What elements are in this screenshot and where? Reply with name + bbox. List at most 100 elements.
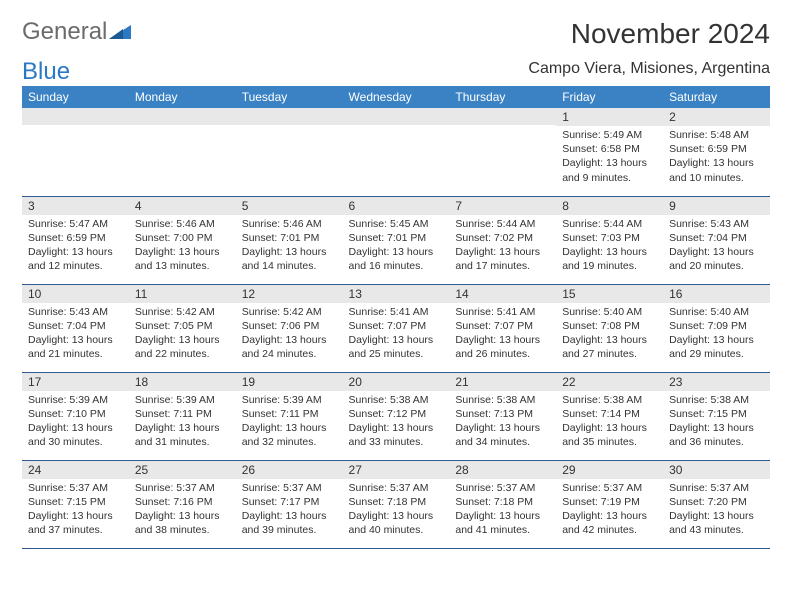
day-content: Sunrise: 5:39 AMSunset: 7:10 PMDaylight:… xyxy=(22,391,129,456)
day-content: Sunrise: 5:38 AMSunset: 7:15 PMDaylight:… xyxy=(663,391,770,456)
calendar-day-cell: 11Sunrise: 5:42 AMSunset: 7:05 PMDayligh… xyxy=(129,284,236,372)
calendar-day-cell: 22Sunrise: 5:38 AMSunset: 7:14 PMDayligh… xyxy=(556,372,663,460)
day-content: Sunrise: 5:37 AMSunset: 7:17 PMDaylight:… xyxy=(236,479,343,544)
day-content: Sunrise: 5:37 AMSunset: 7:20 PMDaylight:… xyxy=(663,479,770,544)
day-number: 12 xyxy=(236,285,343,303)
day-content: Sunrise: 5:43 AMSunset: 7:04 PMDaylight:… xyxy=(663,215,770,280)
brand-logo-line2: Blue xyxy=(22,58,70,86)
daylight-text: Daylight: 13 hours and 42 minutes. xyxy=(562,509,657,537)
day-content: Sunrise: 5:39 AMSunset: 7:11 PMDaylight:… xyxy=(236,391,343,456)
day-number: 27 xyxy=(343,461,450,479)
day-content: Sunrise: 5:40 AMSunset: 7:09 PMDaylight:… xyxy=(663,303,770,368)
calendar-day-cell: 18Sunrise: 5:39 AMSunset: 7:11 PMDayligh… xyxy=(129,372,236,460)
day-number: 16 xyxy=(663,285,770,303)
calendar-day-cell: 25Sunrise: 5:37 AMSunset: 7:16 PMDayligh… xyxy=(129,460,236,548)
daylight-text: Daylight: 13 hours and 13 minutes. xyxy=(135,245,230,273)
day-content: Sunrise: 5:42 AMSunset: 7:05 PMDaylight:… xyxy=(129,303,236,368)
calendar-day-cell xyxy=(22,108,129,196)
day-content: Sunrise: 5:38 AMSunset: 7:12 PMDaylight:… xyxy=(343,391,450,456)
day-content: Sunrise: 5:38 AMSunset: 7:14 PMDaylight:… xyxy=(556,391,663,456)
daylight-text: Daylight: 13 hours and 35 minutes. xyxy=(562,421,657,449)
daylight-text: Daylight: 13 hours and 10 minutes. xyxy=(669,156,764,184)
sunset-text: Sunset: 7:10 PM xyxy=(28,407,123,421)
day-number: 11 xyxy=(129,285,236,303)
sunset-text: Sunset: 6:59 PM xyxy=(28,231,123,245)
day-content xyxy=(129,125,236,133)
day-number: 2 xyxy=(663,108,770,126)
brand-part2: Blue xyxy=(22,58,70,86)
calendar-day-cell: 14Sunrise: 5:41 AMSunset: 7:07 PMDayligh… xyxy=(449,284,556,372)
calendar-table: Sunday Monday Tuesday Wednesday Thursday… xyxy=(22,86,770,549)
calendar-day-cell: 7Sunrise: 5:44 AMSunset: 7:02 PMDaylight… xyxy=(449,196,556,284)
day-content xyxy=(22,125,129,133)
sunrise-text: Sunrise: 5:45 AM xyxy=(349,217,444,231)
day-number xyxy=(22,108,129,125)
sunset-text: Sunset: 7:16 PM xyxy=(135,495,230,509)
sunset-text: Sunset: 7:17 PM xyxy=(242,495,337,509)
sunrise-text: Sunrise: 5:37 AM xyxy=(242,481,337,495)
sunset-text: Sunset: 7:08 PM xyxy=(562,319,657,333)
day-number: 10 xyxy=(22,285,129,303)
day-number: 3 xyxy=(22,197,129,215)
sunrise-text: Sunrise: 5:37 AM xyxy=(455,481,550,495)
sunrise-text: Sunrise: 5:37 AM xyxy=(349,481,444,495)
sunrise-text: Sunrise: 5:46 AM xyxy=(135,217,230,231)
day-content: Sunrise: 5:41 AMSunset: 7:07 PMDaylight:… xyxy=(343,303,450,368)
sunrise-text: Sunrise: 5:38 AM xyxy=(669,393,764,407)
sunrise-text: Sunrise: 5:39 AM xyxy=(135,393,230,407)
header: General November 2024 xyxy=(22,18,770,50)
daylight-text: Daylight: 13 hours and 29 minutes. xyxy=(669,333,764,361)
daylight-text: Daylight: 13 hours and 37 minutes. xyxy=(28,509,123,537)
sunrise-text: Sunrise: 5:46 AM xyxy=(242,217,337,231)
calendar-day-cell: 1Sunrise: 5:49 AMSunset: 6:58 PMDaylight… xyxy=(556,108,663,196)
daylight-text: Daylight: 13 hours and 39 minutes. xyxy=(242,509,337,537)
day-content xyxy=(449,125,556,133)
daylight-text: Daylight: 13 hours and 20 minutes. xyxy=(669,245,764,273)
day-content: Sunrise: 5:44 AMSunset: 7:03 PMDaylight:… xyxy=(556,215,663,280)
day-content: Sunrise: 5:37 AMSunset: 7:16 PMDaylight:… xyxy=(129,479,236,544)
calendar-day-cell: 20Sunrise: 5:38 AMSunset: 7:12 PMDayligh… xyxy=(343,372,450,460)
sunset-text: Sunset: 7:05 PM xyxy=(135,319,230,333)
day-number xyxy=(236,108,343,125)
calendar-week-row: 10Sunrise: 5:43 AMSunset: 7:04 PMDayligh… xyxy=(22,284,770,372)
calendar-day-cell: 19Sunrise: 5:39 AMSunset: 7:11 PMDayligh… xyxy=(236,372,343,460)
day-content: Sunrise: 5:43 AMSunset: 7:04 PMDaylight:… xyxy=(22,303,129,368)
sunset-text: Sunset: 7:11 PM xyxy=(135,407,230,421)
daylight-text: Daylight: 13 hours and 34 minutes. xyxy=(455,421,550,449)
sunrise-text: Sunrise: 5:40 AM xyxy=(669,305,764,319)
sunset-text: Sunset: 7:09 PM xyxy=(669,319,764,333)
day-content xyxy=(343,125,450,133)
daylight-text: Daylight: 13 hours and 43 minutes. xyxy=(669,509,764,537)
daylight-text: Daylight: 13 hours and 41 minutes. xyxy=(455,509,550,537)
day-number xyxy=(129,108,236,125)
sunset-text: Sunset: 7:07 PM xyxy=(455,319,550,333)
daylight-text: Daylight: 13 hours and 21 minutes. xyxy=(28,333,123,361)
sunset-text: Sunset: 7:12 PM xyxy=(349,407,444,421)
sunset-text: Sunset: 7:02 PM xyxy=(455,231,550,245)
day-content: Sunrise: 5:40 AMSunset: 7:08 PMDaylight:… xyxy=(556,303,663,368)
calendar-day-cell xyxy=(343,108,450,196)
daylight-text: Daylight: 13 hours and 36 minutes. xyxy=(669,421,764,449)
day-number: 17 xyxy=(22,373,129,391)
day-content: Sunrise: 5:37 AMSunset: 7:18 PMDaylight:… xyxy=(343,479,450,544)
day-content: Sunrise: 5:37 AMSunset: 7:15 PMDaylight:… xyxy=(22,479,129,544)
day-number: 29 xyxy=(556,461,663,479)
day-number: 8 xyxy=(556,197,663,215)
sunset-text: Sunset: 7:13 PM xyxy=(455,407,550,421)
calendar-day-cell: 15Sunrise: 5:40 AMSunset: 7:08 PMDayligh… xyxy=(556,284,663,372)
daylight-text: Daylight: 13 hours and 12 minutes. xyxy=(28,245,123,273)
day-number: 30 xyxy=(663,461,770,479)
day-number: 24 xyxy=(22,461,129,479)
title-block: November 2024 xyxy=(571,18,770,50)
day-number: 7 xyxy=(449,197,556,215)
daylight-text: Daylight: 13 hours and 30 minutes. xyxy=(28,421,123,449)
day-number: 19 xyxy=(236,373,343,391)
sunrise-text: Sunrise: 5:41 AM xyxy=(455,305,550,319)
calendar-day-cell: 26Sunrise: 5:37 AMSunset: 7:17 PMDayligh… xyxy=(236,460,343,548)
sunset-text: Sunset: 7:01 PM xyxy=(242,231,337,245)
sunrise-text: Sunrise: 5:38 AM xyxy=(455,393,550,407)
brand-logo: General xyxy=(22,18,131,46)
weekday-header: Friday xyxy=(556,86,663,108)
calendar-day-cell xyxy=(449,108,556,196)
daylight-text: Daylight: 13 hours and 26 minutes. xyxy=(455,333,550,361)
